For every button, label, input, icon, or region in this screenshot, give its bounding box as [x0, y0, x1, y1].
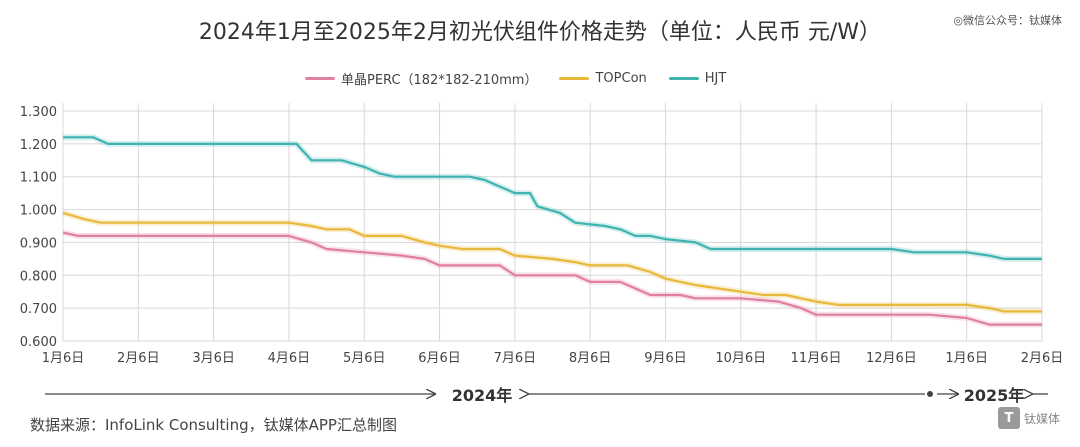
- chart-title: 2024年1月至2025年2月初光伏组件价格走势（单位：人民币 元/W）: [198, 20, 882, 45]
- y-tick-label: 1.200: [20, 138, 57, 153]
- legend-item-perc[interactable]: 单晶PERC（182*182-210mm）: [305, 69, 537, 88]
- x-tick-label: 7月6日: [494, 351, 537, 366]
- series-line-hjt: [63, 136, 1042, 260]
- logo-text: 钛媒体: [1023, 411, 1060, 426]
- legend-swatch-hjt: [668, 76, 699, 80]
- legend-label-topcon: TOPCon: [595, 70, 647, 86]
- y-tick-label: 1.300: [20, 105, 57, 120]
- legend-item-hjt[interactable]: HJT: [668, 70, 727, 86]
- x-tick-label: 10月6日: [715, 351, 766, 366]
- x-tick-label: 4月6日: [268, 351, 311, 366]
- timeline-label-2025: 2025年: [964, 386, 1025, 405]
- timeline: 2024年 2025年: [45, 386, 1048, 405]
- legend: 单晶PERC（182*182-210mm） TOPCon HJT: [305, 68, 748, 88]
- x-tick-label: 12月6日: [866, 351, 917, 366]
- series-line-topcon: [62, 211, 1042, 313]
- x-tick-label: 1月6日: [42, 351, 85, 366]
- series-line-topcon-shadow: [62, 210, 1042, 315]
- x-tick-label: 11月6日: [791, 351, 842, 366]
- x-tick-label: 1月6日: [945, 351, 988, 366]
- series-lines: [62, 134, 1042, 328]
- x-tick-label: 2月6日: [117, 351, 160, 366]
- legend-swatch-topcon: [559, 76, 590, 80]
- x-tick-label: 6月6日: [418, 351, 461, 366]
- y-tick-label: 0.600: [20, 335, 57, 350]
- y-tick-label: 0.900: [20, 236, 57, 251]
- logo-icon: T: [997, 407, 1020, 429]
- grid: [62, 103, 1043, 342]
- watermark: ◎微信公众号：钛媒体: [953, 14, 1062, 27]
- legend-swatch-perc: [305, 76, 335, 80]
- legend-item-topcon[interactable]: TOPCon: [559, 70, 647, 86]
- brand-logo: T 钛媒体: [997, 407, 1060, 429]
- x-tick-label: 5月6日: [343, 351, 386, 366]
- y-tick-label: 1.000: [20, 204, 57, 219]
- x-tick-label: 2月6日: [1021, 351, 1064, 366]
- legend-label-perc: 单晶PERC（182*182-210mm）: [341, 72, 538, 88]
- series-line-hjt-shadow: [63, 134, 1042, 262]
- x-tick-label: 8月6日: [569, 351, 612, 366]
- series-line-perc: [62, 231, 1042, 326]
- series-line-perc-shadow: [62, 229, 1042, 328]
- y-tick-label: 0.800: [20, 269, 57, 284]
- legend-label-hjt: HJT: [704, 70, 727, 86]
- timeline-label-2024: 2024年: [452, 386, 513, 405]
- axes: 0.600 0.700 0.800 0.900 1.000 1.100 1.200 1.300…: [20, 105, 1063, 366]
- data-source: 数据来源：InfoLink Consulting，钛媒体APP汇总制图: [30, 416, 397, 434]
- y-tick-label: 1.100: [20, 171, 57, 186]
- y-tick-label: 0.700: [20, 302, 57, 317]
- x-tick-label: 9月6日: [644, 351, 687, 366]
- timeline-dot: [927, 391, 933, 397]
- x-tick-label: 3月6日: [192, 351, 235, 366]
